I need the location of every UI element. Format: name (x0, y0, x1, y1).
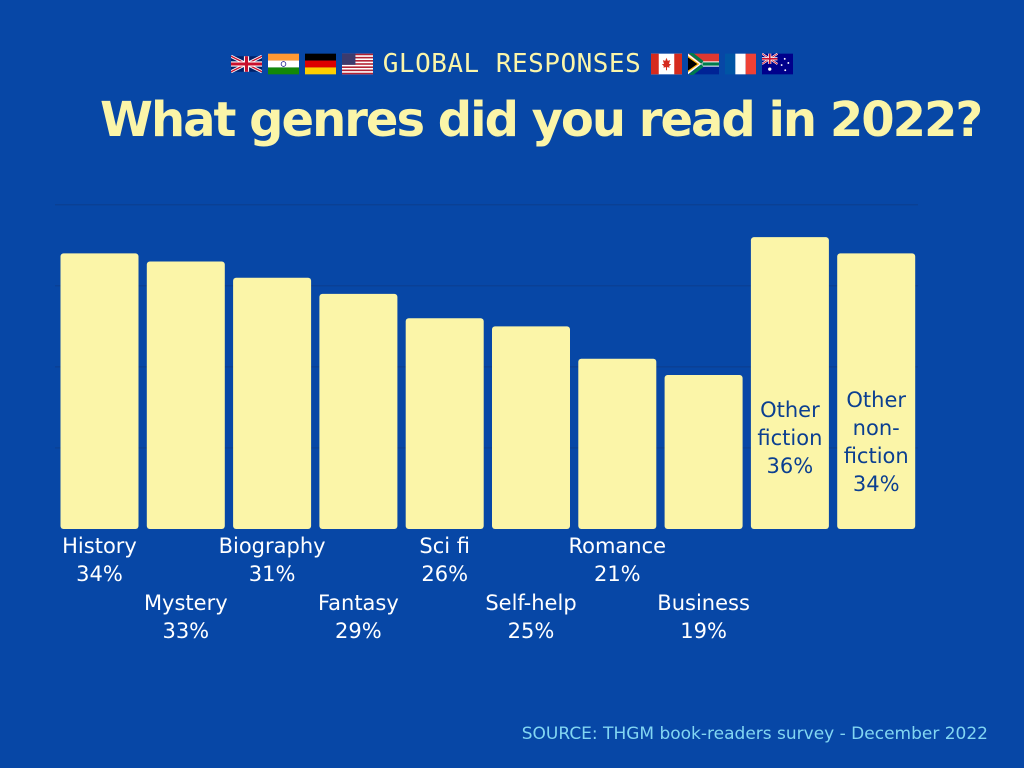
bar-romance (578, 358, 657, 529)
bar-label-fantasy: Fantasy 29% (318, 591, 399, 643)
bar-mystery (146, 261, 225, 529)
uk-flag-icon (230, 54, 262, 74)
source-note: SOURCE: THGM book-readers survey - Decem… (521, 724, 988, 744)
bar-fantasy (319, 293, 398, 529)
bar-biography (233, 277, 312, 529)
bar-label-mystery: Mystery 33% (144, 591, 228, 643)
bar-self-help (492, 326, 570, 529)
australia-flag-icon (762, 53, 794, 75)
bar-label-romance: Romance 21% (568, 534, 666, 586)
bar-label-other-fiction: Other fiction 36% (757, 398, 822, 478)
bar-label-sci-fi: Sci fi 26% (419, 534, 470, 586)
header-row: GLOBAL RESPONSES (0, 47, 1024, 81)
bar-label-other-non-fiction: Other non-fiction 34% (844, 388, 909, 496)
bar-label-biography: Biography 31% (219, 534, 326, 586)
france-flag-icon (725, 53, 757, 75)
germany-flag-icon (304, 53, 336, 75)
bar-label-history: History 34% (62, 534, 137, 586)
bar-sci-fi (405, 318, 484, 529)
bar-label-self-help: Self-help 25% (485, 591, 576, 643)
bar-other-non-fiction (837, 253, 916, 529)
bar-label-business: Business 19% (657, 591, 750, 643)
bar-history (60, 253, 139, 529)
bar-other-fiction (750, 237, 829, 529)
bar-business (664, 374, 743, 529)
canada-flag-icon (651, 53, 683, 75)
south-africa-flag-icon (688, 53, 720, 75)
usa-flag-icon (341, 53, 373, 75)
global-responses-label: GLOBAL RESPONSES (382, 49, 642, 79)
india-flag-icon (267, 53, 299, 75)
chart-title: What genres did you read in 2022? (100, 92, 983, 148)
